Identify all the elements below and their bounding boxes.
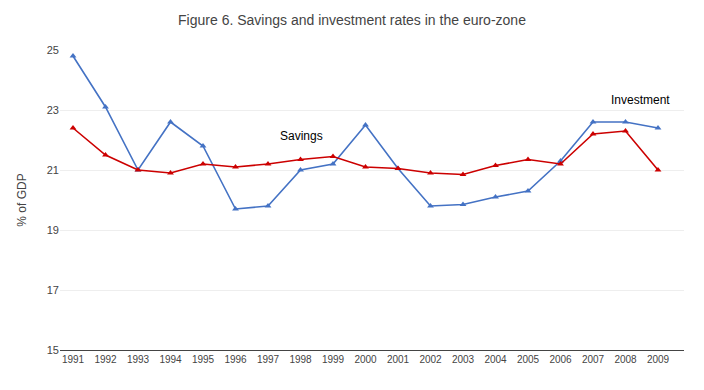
svg-text:1991: 1991 — [62, 354, 85, 365]
svg-text:2003: 2003 — [452, 354, 475, 365]
svg-text:2000: 2000 — [354, 354, 377, 365]
svg-text:2008: 2008 — [614, 354, 637, 365]
svg-text:2009: 2009 — [647, 354, 670, 365]
svg-text:Investment: Investment — [611, 93, 670, 107]
svg-text:2005: 2005 — [517, 354, 540, 365]
svg-text:1998: 1998 — [289, 354, 312, 365]
svg-text:1993: 1993 — [127, 354, 150, 365]
svg-text:2002: 2002 — [419, 354, 442, 365]
svg-text:1994: 1994 — [159, 354, 182, 365]
svg-text:2006: 2006 — [549, 354, 572, 365]
svg-text:1995: 1995 — [192, 354, 215, 365]
svg-text:% of GDP: % of GDP — [15, 173, 29, 226]
svg-text:19: 19 — [47, 224, 59, 236]
svg-text:21: 21 — [47, 164, 59, 176]
svg-text:17: 17 — [47, 284, 59, 296]
svg-text:1999: 1999 — [322, 354, 345, 365]
svg-text:1992: 1992 — [94, 354, 117, 365]
svg-text:1997: 1997 — [257, 354, 280, 365]
svg-text:2004: 2004 — [484, 354, 507, 365]
svg-text:25: 25 — [47, 44, 59, 56]
svg-text:1996: 1996 — [224, 354, 247, 365]
svg-text:Savings: Savings — [280, 129, 323, 143]
svg-text:23: 23 — [47, 104, 59, 116]
svg-text:Figure 6. Savings and investme: Figure 6. Savings and investment rates i… — [178, 12, 526, 28]
svg-text:15: 15 — [47, 344, 59, 356]
svg-text:2001: 2001 — [387, 354, 410, 365]
svg-text:2007: 2007 — [582, 354, 605, 365]
